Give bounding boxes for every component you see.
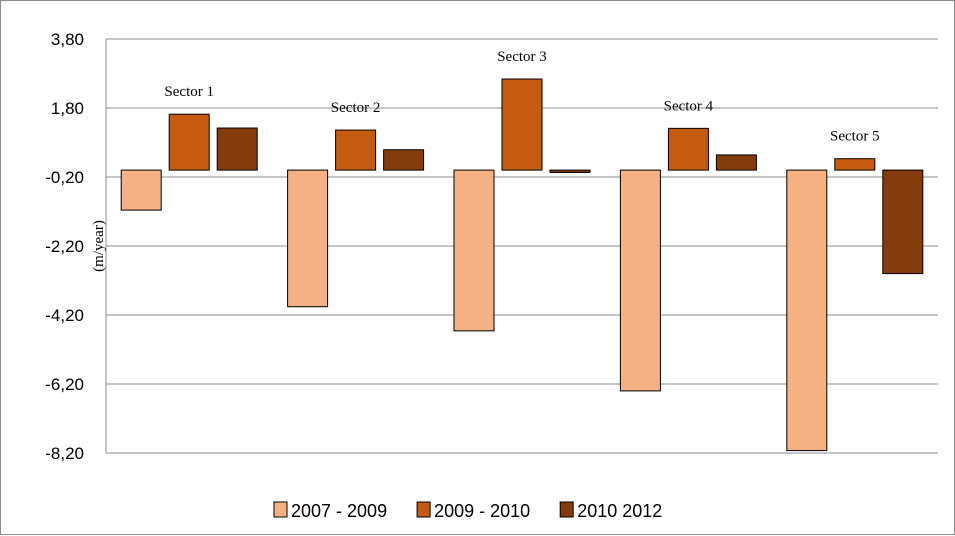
legend: 2007 - 2009 2009 - 2010 2010 2012 — [273, 501, 662, 521]
bar — [882, 169, 924, 275]
y-tick-label: -6,20 — [45, 375, 84, 394]
bar — [335, 129, 377, 171]
y-tick-label: -8,20 — [45, 444, 84, 463]
bar — [383, 149, 425, 171]
legend-label: 2010 2012 — [577, 501, 662, 521]
y-tick-label: -2,20 — [45, 237, 84, 256]
legend-swatch — [273, 501, 288, 518]
sector-label: Sector 4 — [664, 98, 714, 114]
y-axis-tick-labels: 3,80 1,80 -0,20 -2,20 -4,20 -6,20 -8,20 — [45, 30, 84, 463]
y-axis-label: (m/year) — [91, 220, 107, 272]
bars — [120, 78, 924, 452]
y-tick-label: -4,20 — [45, 306, 84, 325]
bar — [834, 158, 876, 171]
sector-label: Sector 1 — [164, 84, 214, 100]
bar — [715, 154, 757, 171]
sector-label: Sector 2 — [331, 100, 381, 116]
legend-label: 2009 - 2010 — [434, 501, 530, 521]
legend-label: 2007 - 2009 — [291, 501, 387, 521]
bar — [786, 169, 828, 452]
legend-swatch — [559, 501, 574, 518]
y-tick-label: -0,20 — [45, 168, 84, 187]
sector-labels: Sector 1 Sector 2 Sector 3 Sector 4 Sector 5 — [164, 49, 879, 145]
sector-label: Sector 3 — [497, 49, 547, 65]
y-tick-label: 1,80 — [51, 99, 84, 118]
bar — [120, 169, 162, 211]
bar — [453, 169, 495, 332]
bar — [168, 113, 210, 171]
bar — [667, 127, 709, 171]
bar — [501, 78, 543, 171]
sector-label: Sector 5 — [830, 129, 880, 145]
y-tick-label: 3,80 — [51, 30, 84, 49]
legend-swatch — [416, 501, 431, 518]
bar — [619, 169, 661, 392]
bar — [287, 169, 329, 308]
bar — [216, 127, 258, 171]
gridlines — [105, 38, 938, 454]
bar — [549, 169, 591, 174]
